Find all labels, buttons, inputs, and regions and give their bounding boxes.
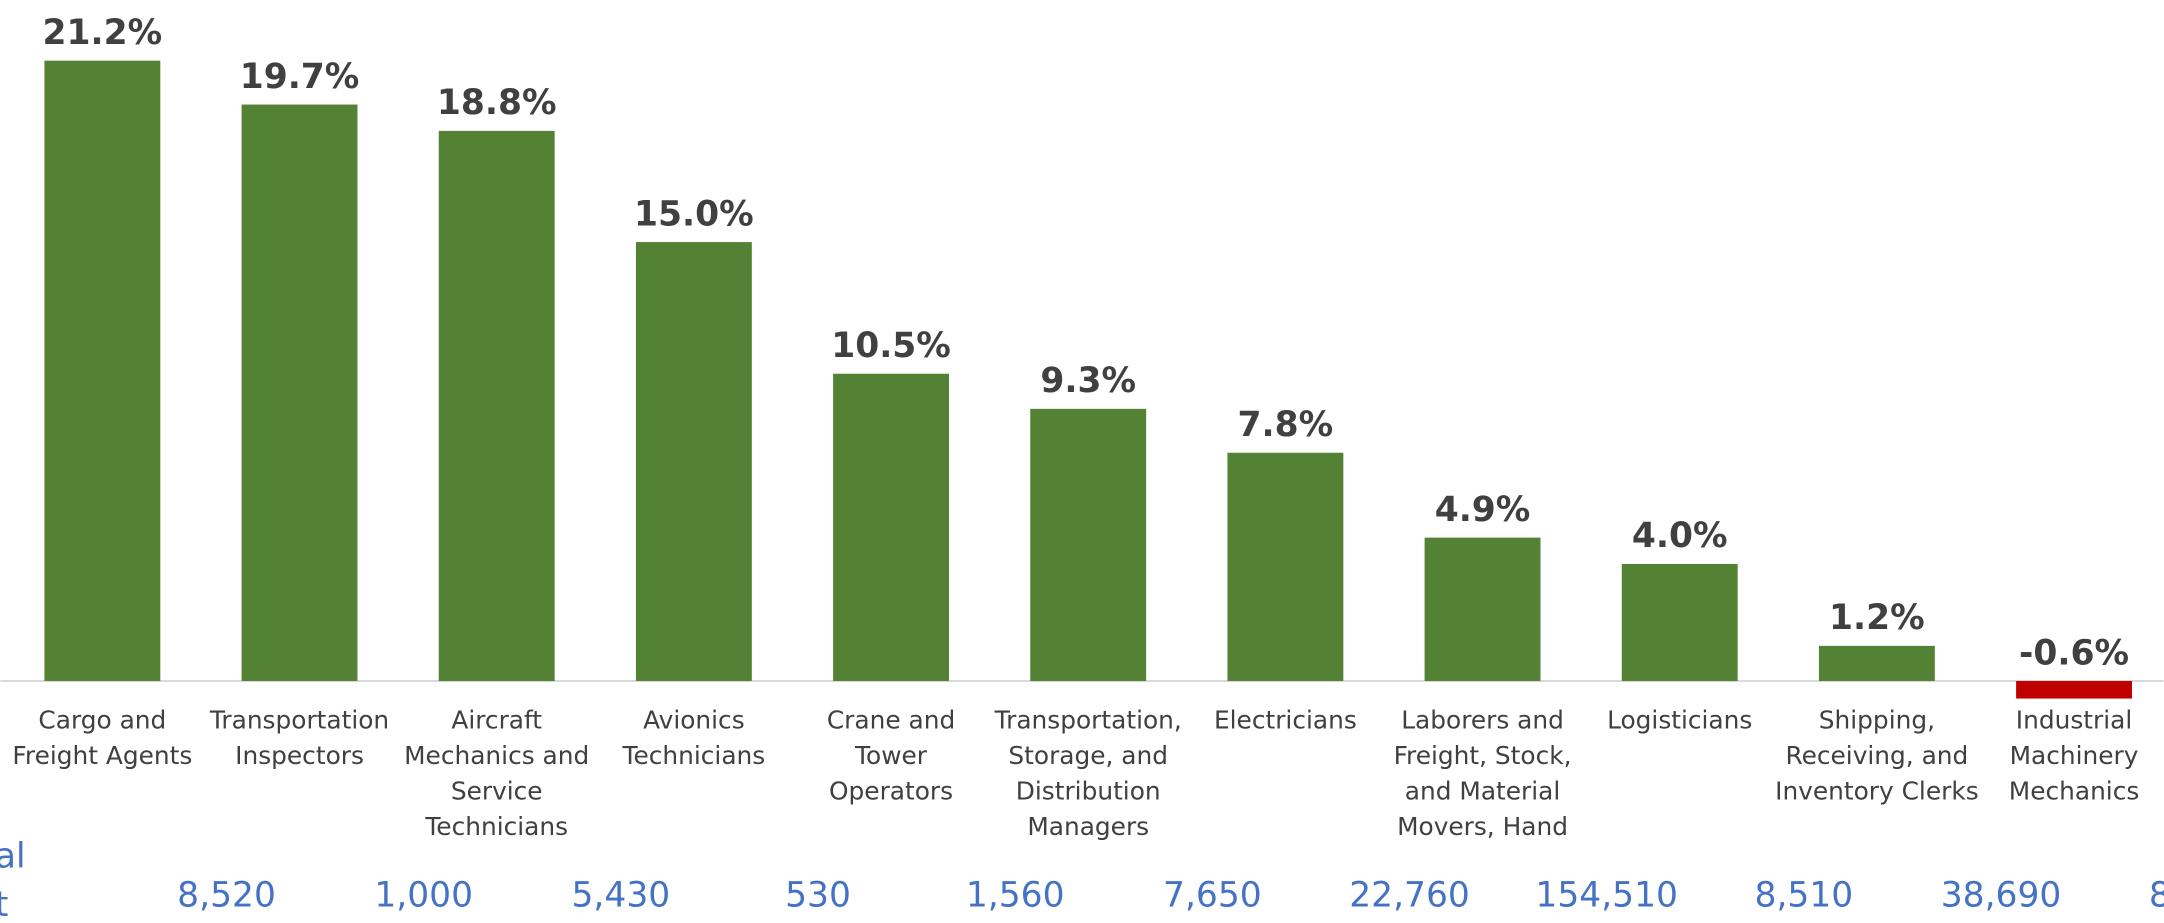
data-label: 15.0%	[634, 194, 754, 234]
employment-value: 8,510	[1755, 875, 1854, 915]
employment-value: 1,560	[966, 875, 1065, 915]
employment-value: 7,650	[1163, 875, 1262, 915]
x-tick-label: Shipping,	[1819, 706, 1935, 735]
data-label: 18.8%	[437, 83, 557, 123]
data-label: 4.0%	[1632, 516, 1728, 556]
x-tick-label: Movers, Hand	[1397, 812, 1568, 841]
x-tick-label: Electricians	[1214, 706, 1357, 735]
x-tick-label: Technicians	[622, 741, 766, 770]
row-label: t	[0, 885, 8, 923]
data-label: -0.6%	[2019, 633, 2129, 673]
employment-value: 154,510	[1535, 875, 1678, 915]
x-tick-label: Machinery	[2010, 741, 2139, 770]
bar	[1030, 408, 1147, 681]
x-tick-label: Laborers and	[1401, 706, 1564, 735]
x-tick-label: Transportation,	[994, 706, 1182, 735]
x-tick-label: Distribution	[1016, 776, 1161, 805]
x-tick-label: Inspectors	[235, 741, 364, 770]
row-label: al	[0, 837, 26, 877]
x-tick-label: Avionics	[643, 706, 745, 735]
bar	[1621, 563, 1738, 681]
x-tick-label: Storage, and	[1008, 741, 1168, 770]
bar	[833, 373, 949, 681]
employment-value: 22,760	[1349, 875, 1470, 915]
x-tick-label: and Material	[1405, 776, 1560, 805]
data-label: 21.2%	[43, 13, 163, 53]
x-tick-label: Tower	[854, 741, 928, 770]
bar	[635, 242, 752, 681]
x-tick-label: Industrial	[2016, 706, 2132, 735]
data-label: 1.2%	[1829, 598, 1925, 638]
bar	[438, 130, 555, 681]
bar	[2016, 680, 2132, 699]
x-tick-label: Service	[451, 776, 543, 805]
employment-value: 5,430	[572, 875, 671, 915]
x-tick-label: Inventory Clerks	[1775, 776, 1979, 805]
x-tick-label: Mechanics	[2009, 776, 2140, 805]
employment-value: 530	[785, 875, 851, 915]
x-tick-label: Mechanics and	[404, 741, 589, 770]
x-tick-label: Freight, Stock,	[1394, 741, 1572, 770]
x-tick-label: Freight Agents	[12, 741, 192, 770]
x-tick-label: Cargo and	[38, 706, 166, 735]
x-tick-label: Crane and	[827, 706, 955, 735]
data-label: 9.3%	[1040, 361, 1136, 401]
bar	[1424, 537, 1541, 681]
x-tick-label: Aircraft	[451, 706, 542, 735]
bar	[1818, 645, 1935, 681]
data-label: 10.5%	[831, 326, 951, 366]
employment-value: 1,000	[374, 875, 473, 915]
employment-value: 8,520	[177, 875, 276, 915]
data-label: 7.8%	[1238, 405, 1334, 445]
bar	[241, 104, 358, 681]
employment-value: 8,730	[2149, 875, 2164, 915]
x-tick-label: Technicians	[424, 812, 568, 841]
bar	[1227, 452, 1344, 681]
bar	[44, 60, 161, 681]
data-label: 4.9%	[1435, 490, 1531, 530]
x-tick-label: Logisticians	[1607, 706, 1752, 735]
x-tick-label: Managers	[1027, 812, 1149, 841]
data-label: 19.7%	[240, 57, 360, 97]
x-tick-label: Receiving, and	[1785, 741, 1968, 770]
employment-value: 38,690	[1941, 875, 2062, 915]
x-tick-label: Transportation	[209, 706, 389, 735]
x-tick-label: Operators	[829, 776, 953, 805]
